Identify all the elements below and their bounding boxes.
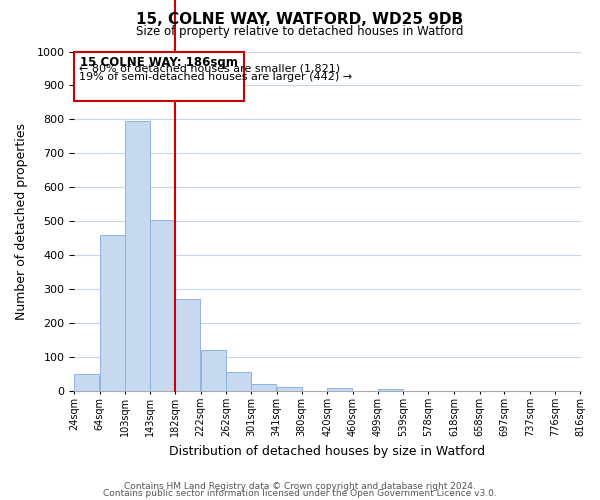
Bar xyxy=(226,372,251,391)
Y-axis label: Number of detached properties: Number of detached properties xyxy=(15,123,28,320)
Bar xyxy=(175,300,200,391)
X-axis label: Distribution of detached houses by size in Watford: Distribution of detached houses by size … xyxy=(169,444,485,458)
Text: Contains HM Land Registry data © Crown copyright and database right 2024.: Contains HM Land Registry data © Crown c… xyxy=(124,482,476,491)
Bar xyxy=(74,374,99,391)
Bar xyxy=(125,121,149,391)
FancyBboxPatch shape xyxy=(74,52,244,100)
Text: 15, COLNE WAY, WATFORD, WD25 9DB: 15, COLNE WAY, WATFORD, WD25 9DB xyxy=(136,12,464,28)
Bar xyxy=(200,350,226,391)
Text: ← 80% of detached houses are smaller (1,821): ← 80% of detached houses are smaller (1,… xyxy=(79,64,340,74)
Bar xyxy=(328,388,352,391)
Text: 15 COLNE WAY: 186sqm: 15 COLNE WAY: 186sqm xyxy=(80,56,238,68)
Bar xyxy=(277,386,302,391)
Text: Contains public sector information licensed under the Open Government Licence v3: Contains public sector information licen… xyxy=(103,490,497,498)
Bar xyxy=(150,220,175,391)
Bar xyxy=(251,384,276,391)
Text: 19% of semi-detached houses are larger (442) →: 19% of semi-detached houses are larger (… xyxy=(79,72,352,82)
Bar xyxy=(378,390,403,391)
Bar xyxy=(100,235,125,391)
Text: Size of property relative to detached houses in Watford: Size of property relative to detached ho… xyxy=(136,25,464,38)
